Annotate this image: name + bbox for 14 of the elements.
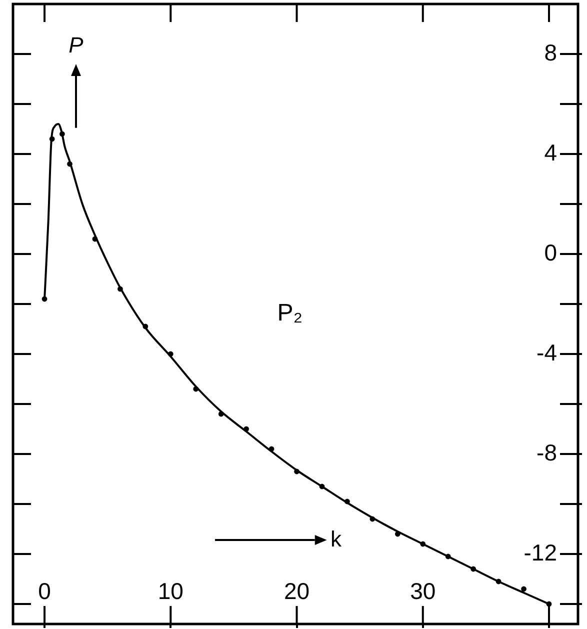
y-tick-label: 4: [544, 139, 558, 166]
y-tick-label: 0: [544, 239, 557, 266]
y-tick-label: -4: [536, 339, 558, 366]
point: [521, 586, 526, 592]
x-axis-title: k: [330, 526, 343, 552]
y-axis-title: P: [68, 32, 84, 58]
x-tick-label: 30: [410, 578, 436, 604]
y-tick-label: -8: [536, 439, 557, 466]
annotation: P₂: [277, 300, 303, 327]
y-tick-label: 8: [544, 39, 557, 66]
x-tick-label: 0: [38, 578, 51, 604]
y-tick-label: -12: [524, 539, 557, 566]
x-tick-label: 20: [284, 578, 310, 604]
x-tick-label: 10: [158, 578, 184, 604]
